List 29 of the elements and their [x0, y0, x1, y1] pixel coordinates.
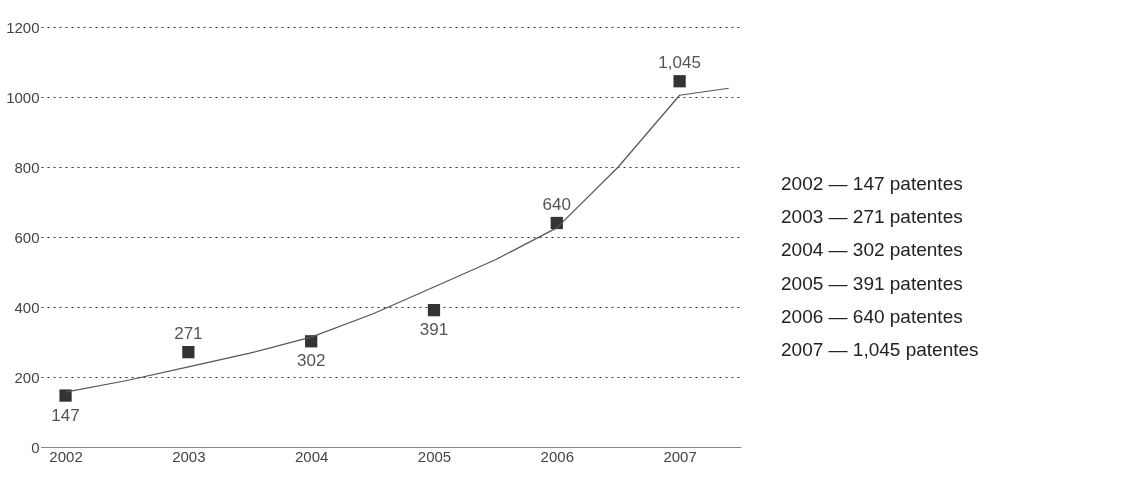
data-label: 271	[174, 324, 203, 344]
point	[673, 75, 686, 88]
point	[59, 389, 72, 402]
text: 2003 — 271 patentes	[781, 206, 963, 227]
text: 2002 — 147 patentes	[781, 172, 963, 194]
data-label: 640	[542, 195, 571, 214]
text: 2006 — 640 patentes	[781, 306, 963, 327]
text: 2007 — 1,045 patentes	[781, 339, 979, 361]
x-tick-label: 2004	[294, 447, 329, 465]
point	[182, 346, 195, 359]
y-tick-label: 1000	[6, 88, 40, 106]
data-label: 147	[51, 405, 80, 425]
x-tick-label: 2007	[663, 447, 697, 465]
text: 2005 — 391 patentes	[781, 272, 963, 294]
x-tick-label: 2005	[417, 447, 452, 465]
x-tick-label: 2003	[172, 447, 206, 465]
point	[427, 304, 441, 317]
x-tick-label: 2002	[49, 447, 83, 465]
y-tick-label: 600	[14, 228, 40, 246]
y-tick-label: 0	[31, 438, 40, 456]
x-tick-label: 2006	[540, 447, 574, 465]
y-tick-label: 400	[14, 298, 40, 316]
data-label: 302	[296, 351, 326, 371]
text: 2004 — 302 patentes	[781, 239, 963, 261]
y-tick-label: 1200	[6, 18, 40, 36]
data-label: 391	[419, 320, 449, 340]
data-label: 1,045	[658, 53, 701, 73]
y-tick-label: 200	[14, 368, 40, 386]
y-tick-label: 800	[14, 158, 40, 176]
